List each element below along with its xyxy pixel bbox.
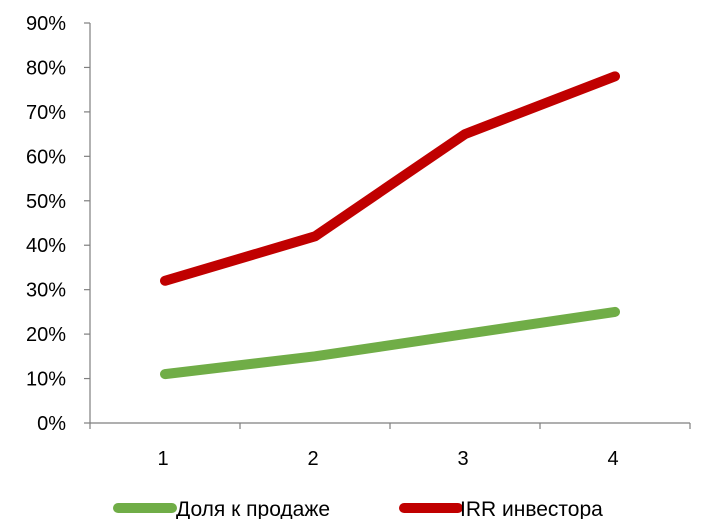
legend: Доля к продаже IRR инвестора [113, 498, 603, 519]
y-tick-label: 0% [37, 413, 66, 435]
legend-item-irr: IRR инвестора [399, 498, 603, 519]
series-line-0 [160, 306, 620, 380]
y-tick-label: 70% [26, 102, 66, 124]
x-tick-label: 4 [607, 448, 618, 470]
x-tick-label: 3 [457, 448, 468, 470]
y-tick-label: 40% [26, 235, 66, 257]
y-tick-label: 50% [26, 191, 66, 213]
y-tick-label: 20% [26, 324, 66, 346]
y-ticks: 0% 10% 20% 30% 40% 50% 60% 70% 80% 90% [26, 13, 90, 435]
legend-label-share: Доля к продаже [176, 498, 330, 519]
series-lines [160, 71, 620, 380]
y-tick-label: 10% [26, 369, 66, 391]
series-line-1 [160, 71, 620, 286]
y-tick-label: 30% [26, 280, 66, 302]
x-tick-label: 1 [157, 448, 168, 470]
x-ticks: 1 2 3 4 [89, 423, 691, 470]
y-tick-label: 90% [26, 13, 66, 35]
y-tick-label: 60% [26, 146, 66, 168]
legend-item-share: Доля к продаже [113, 498, 330, 519]
legend-label-irr: IRR инвестора [460, 498, 603, 519]
x-tick-label: 2 [307, 448, 318, 470]
y-tick-label: 80% [26, 57, 66, 79]
